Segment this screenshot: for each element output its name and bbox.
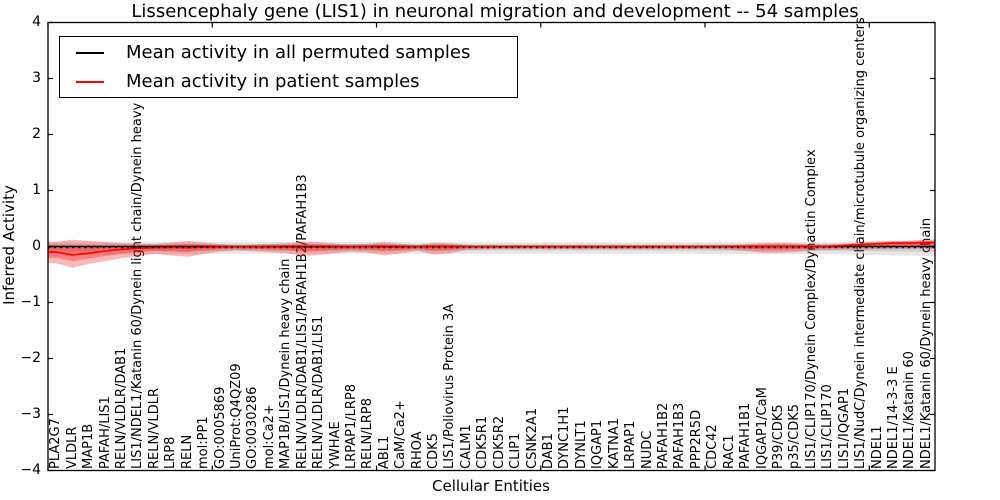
legend-item-permuted: Mean activity in all permuted samples — [60, 38, 517, 67]
x-tick-label: RELN/VLDLR/DAB1/LIS1/PAFAH1B2/PAFAH1B3 — [294, 174, 310, 469]
legend-label-patient: Mean activity in patient samples — [126, 71, 420, 92]
legend-line-permuted-icon — [76, 51, 104, 54]
x-tick-label: RELN/VLDLR/DAB1/LIS1 — [311, 315, 326, 469]
x-tick-label: CDK5R2 — [491, 415, 507, 469]
x-tick-label: DAB1 — [541, 433, 556, 469]
x-tick-label: NDEL1/14-3-3 E — [885, 366, 901, 469]
x-tick-label: RAC1 — [721, 434, 737, 469]
x-tick-label: IQGAP1/CaM — [754, 387, 770, 469]
x-tick-label: LIS1/NDEL1/Katanin 60/Dynein light chain… — [130, 63, 146, 469]
y-tick-label: −4 — [20, 461, 41, 478]
x-tick-label: PAFAH1B2 — [656, 402, 671, 469]
x-tick-label: NDEL1/Katanin 60/Dynein heavy chain — [918, 217, 934, 469]
x-tick-label: RHOA — [409, 431, 425, 469]
y-tick-label: −3 — [20, 405, 41, 422]
x-tick-label: LRPAP1/LRP8 — [343, 383, 359, 469]
x-tick-label: MAP1B/LIS1/Dynein heavy chain — [278, 258, 294, 469]
y-tick-label: 3 — [32, 69, 41, 86]
x-tick-label: CLIP1 — [508, 432, 524, 469]
y-tick-label: 1 — [32, 181, 41, 198]
y-tick-label: −1 — [20, 293, 41, 310]
x-tick-label: LRP8 — [163, 436, 179, 469]
x-tick-label: UniProt:Q4QZ09 — [228, 363, 244, 469]
x-tick-label: DYNC1H1 — [557, 406, 573, 469]
x-tick-label: LIS1/CLIP170/Dynein Complex/Dynactin Com… — [803, 149, 819, 469]
x-tick-label: VLDLR — [64, 426, 80, 469]
x-tick-label: PAFAH1B3 — [672, 402, 688, 469]
legend-line-patient-icon — [76, 80, 104, 83]
x-tick-label: GO:0005869 — [212, 386, 228, 469]
x-tick-label: P39/CDK5 — [771, 404, 786, 469]
x-tick-label: GO:0030286 — [245, 386, 261, 469]
x-tick-label: CDK5R1 — [475, 415, 491, 469]
x-tick-label: NDEL1 — [869, 425, 885, 469]
x-tick-label: YWHAE — [327, 421, 343, 469]
x-tick-label: LRPAP1 — [623, 420, 639, 469]
x-tick-label: ABL1 — [376, 435, 392, 469]
x-axis-label: Cellular Entities — [432, 477, 550, 495]
x-tick-label: LIS1/CLIP170 — [820, 384, 836, 469]
x-tick-label: DYNLT1 — [573, 420, 589, 469]
x-tick-label: CSNK2A1 — [524, 407, 540, 469]
y-tick-label: 4 — [32, 13, 41, 30]
legend: Mean activity in all permuted samples Me… — [59, 36, 518, 98]
x-tick-label: PAFAH/LIS1 — [97, 396, 113, 469]
x-tick-label: PLA2G7 — [48, 418, 64, 469]
x-tick-label: NDEL1/Katanin 60 — [902, 351, 918, 469]
legend-item-patient: Mean activity in patient samples — [60, 67, 517, 96]
y-tick-label: −2 — [20, 349, 41, 366]
x-tick-label: p35/CDK5 — [787, 403, 803, 469]
x-tick-label: CDC42 — [705, 424, 721, 469]
x-tick-label: CDK5 — [426, 433, 441, 469]
x-tick-label: LIS1/Poliovirus Protein 3A — [442, 303, 458, 469]
y-tick-label: 2 — [32, 125, 41, 142]
chart-title: Lissencephaly gene (LIS1) in neuronal mi… — [131, 1, 859, 22]
x-tick-label: LIS1/NudC/Dynein intermediate chain/micr… — [853, 17, 869, 469]
legend-label-permuted: Mean activity in all permuted samples — [126, 42, 471, 63]
x-tick-label: mol:PP1 — [196, 416, 211, 469]
x-tick-label: CaM/Ca2+ — [393, 400, 409, 469]
x-tick-label: RELN — [179, 434, 195, 469]
x-tick-label: mol:Ca2+ — [261, 404, 277, 469]
x-tick-label: RELN/VLDLR — [146, 387, 162, 469]
x-tick-label: PAFAH1B1 — [738, 402, 754, 469]
x-tick-label: CALM1 — [458, 424, 474, 469]
y-tick-label: 0 — [32, 237, 41, 254]
x-tick-label: IQGAP1 — [590, 419, 606, 469]
x-tick-label: MAP1B — [81, 423, 97, 469]
x-tick-label: KATNA1 — [606, 417, 622, 469]
x-tick-label: RELN/VLDLR/DAB1 — [113, 347, 129, 469]
x-tick-label: LIS1/IQGAP1 — [836, 387, 852, 469]
x-tick-label: PPP2R5D — [688, 409, 704, 469]
x-tick-label: NUDC — [639, 430, 655, 469]
x-tick-label: RELN/LRP8 — [360, 398, 376, 469]
